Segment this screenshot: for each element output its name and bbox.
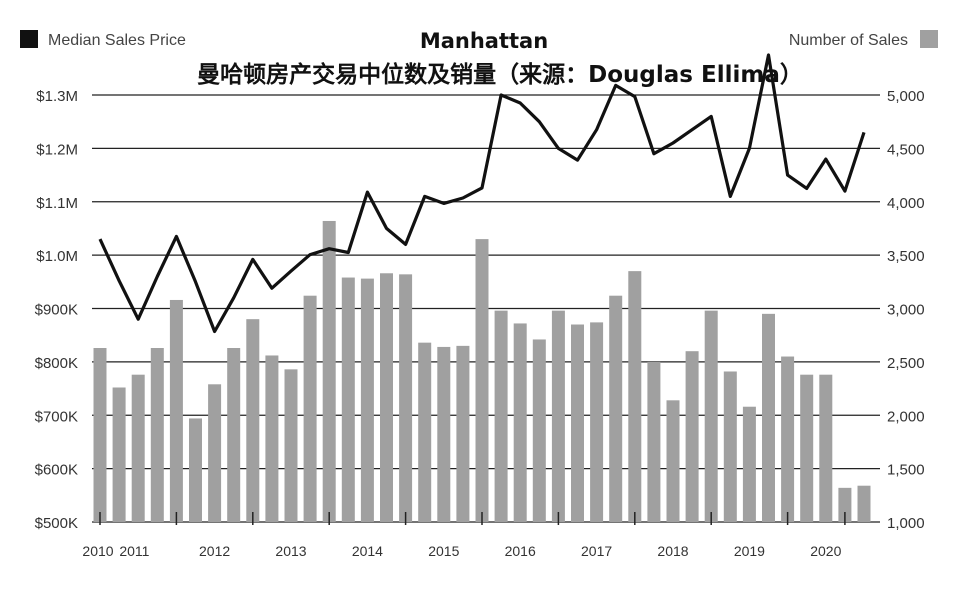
sales-legend-swatch: [920, 30, 938, 48]
sales-bar: [322, 220, 336, 522]
x-tick-label: 2019: [734, 543, 765, 559]
left-tick-label: $500K: [35, 515, 78, 532]
sales-bar: [647, 361, 661, 522]
sales-bar: [666, 400, 680, 522]
price-legend-label: Median Sales Price: [48, 32, 186, 49]
sales-bar: [590, 322, 604, 522]
sales-bar: [819, 374, 833, 522]
x-tick-label: 2016: [505, 543, 536, 559]
right-tick-label: 1,500: [887, 462, 925, 479]
price-line: [98, 53, 866, 334]
sales-bar: [781, 356, 795, 522]
left-tick-label: $800K: [35, 355, 78, 372]
axes: $500K $600K $700K $800K $900K $1.0M $1.1M $1.2M…: [35, 88, 925, 559]
right-tick-label: 4,500: [887, 141, 925, 158]
right-tick-label: 2,500: [887, 355, 925, 372]
sales-bar: [800, 374, 814, 522]
right-tick-label: 3,500: [887, 248, 925, 265]
x-tick-label: 2018: [657, 543, 688, 559]
sales-bar: [341, 277, 355, 522]
sales-bar: [227, 347, 241, 522]
sales-bar: [284, 369, 298, 522]
sales-legend-label: Number of Sales: [789, 32, 908, 49]
x-tick-label: 2015: [428, 543, 459, 559]
price-line-group: [98, 53, 866, 334]
sales-bar: [208, 384, 222, 522]
sales-bar: [150, 347, 164, 522]
sales-bar: [704, 310, 718, 522]
sales-bar: [513, 323, 527, 522]
left-tick-label: $1.0M: [36, 248, 78, 265]
left-tick-label: $600K: [35, 462, 78, 479]
sales-bar: [112, 387, 126, 522]
right-tick-label: 2,000: [887, 408, 925, 425]
x-tick-label: 2011: [119, 543, 149, 559]
right-tick-label: 1,000: [887, 515, 925, 532]
sales-bars: [93, 220, 871, 523]
right-tick-label: 4,000: [887, 195, 925, 212]
left-tick-label: $900K: [35, 302, 78, 319]
x-tick-label: 2014: [352, 543, 383, 559]
left-tick-label: $1.3M: [36, 88, 78, 105]
sales-bar: [437, 346, 451, 522]
sales-bar: [609, 295, 623, 522]
left-tick-label: $1.2M: [36, 141, 78, 158]
sales-bar: [742, 406, 756, 522]
chart-subtitle: 曼哈顿房产交易中位数及销量（来源：Douglas Ellima）: [197, 61, 803, 88]
left-tick-label: $1.1M: [36, 195, 78, 212]
price-legend-swatch: [20, 30, 38, 48]
sales-bar: [571, 324, 584, 522]
x-tick-label: 2020: [810, 543, 841, 559]
x-tick-label: 2012: [199, 543, 230, 559]
sales-bar: [685, 351, 699, 522]
sales-bar: [399, 274, 413, 522]
sales-bar: [494, 310, 508, 522]
sales-bar: [303, 295, 317, 522]
sales-bar: [532, 339, 546, 522]
sales-bar: [360, 278, 374, 522]
sales-bar: [838, 487, 852, 522]
sales-bar: [418, 342, 432, 522]
sales-bar: [475, 239, 489, 523]
sales-bar: [551, 310, 565, 522]
sales-bar: [93, 347, 107, 522]
right-tick-label: 3,000: [887, 302, 925, 319]
sales-bar: [456, 345, 470, 522]
sales-bar: [857, 485, 871, 522]
sales-bar: [762, 313, 775, 522]
chart-title: Manhattan: [420, 29, 548, 53]
x-tick-label: 2017: [581, 543, 612, 559]
left-tick-label: $700K: [35, 408, 78, 425]
x-tick-label: 2010: [82, 543, 113, 559]
sales-bar: [265, 355, 279, 522]
sales-bar: [246, 319, 260, 522]
x-tick-label: 2013: [275, 543, 306, 559]
sales-bar: [189, 418, 202, 522]
sales-bar: [628, 271, 642, 522]
right-tick-label: 5,000: [887, 88, 925, 105]
sales-bar: [169, 299, 183, 522]
sales-bar: [131, 374, 145, 522]
sales-bar: [723, 371, 737, 522]
sales-bar: [380, 273, 393, 522]
